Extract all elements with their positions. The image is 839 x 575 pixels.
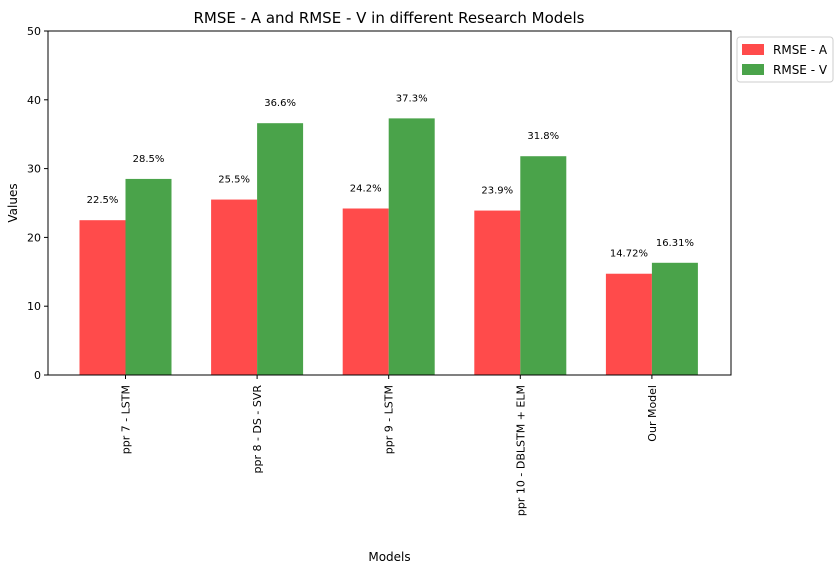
bar-rmse-v-4 [651,262,698,375]
bar-label-rmse-v-2: 37.3% [396,93,428,104]
y-tick-label-40: 40 [27,94,41,107]
y-tick-label-30: 30 [27,163,41,176]
bar-rmse-a-0 [79,220,126,375]
bar-label-rmse-a-1: 25.5% [218,175,250,186]
legend-label-0: RMSE - A [773,43,828,57]
bar-rmse-v-3 [520,156,567,375]
bar-rmse-v-0 [125,178,172,375]
bars-group [79,118,698,375]
x-tick-label-0: ppr 7 - LSTM [120,385,133,454]
x-axis-label: Models [368,550,410,564]
bar-label-rmse-a-2: 24.2% [350,184,382,195]
bar-label-rmse-v-0: 28.5% [133,154,165,165]
chart-title: RMSE - A and RMSE - V in different Resea… [193,9,584,27]
x-tick-label-4: Our Model [646,385,659,442]
bar-labels-group: 22.5% 25.5% 24.2% 23.9% 14.72% 28.5% 36.6% 37.3… [87,93,694,259]
legend-swatch-1 [742,64,764,75]
y-tick-label-50: 50 [27,25,41,38]
bar-rmse-a-3 [474,210,521,375]
x-axis: ppr 7 - LSTM ppr 8 - DS - SVR ppr 9 - LSTM… [120,375,659,516]
x-tick-label-3: ppr 10 - DBLSTM + ELM [514,385,527,516]
bar-label-rmse-a-0: 22.5% [87,195,119,206]
y-tick-label-0: 0 [34,369,41,382]
y-tick-label-10: 10 [27,300,41,313]
bar-label-rmse-v-1: 36.6% [264,98,296,109]
bar-rmse-a-2 [342,208,389,375]
y-axis: 0 10 20 30 40 50 [27,25,48,382]
x-tick-label-1: ppr 8 - DS - SVR [251,385,264,474]
bar-label-rmse-v-4: 16.31% [656,238,694,249]
legend-swatch-0 [742,44,764,55]
bar-label-rmse-a-4: 14.72% [610,249,648,260]
legend: RMSE - A RMSE - V [736,36,834,83]
bar-label-rmse-a-3: 23.9% [481,186,513,197]
bar-rmse-v-1 [257,123,304,375]
bar-rmse-a-4 [605,273,652,375]
plot-frame [47,30,732,376]
bar-rmse-a-1 [211,199,258,375]
y-axis-label: Values [6,183,20,222]
bar-label-rmse-v-3: 31.8% [527,131,559,142]
x-tick-label-2: ppr 9 - LSTM [383,385,396,454]
bar-rmse-v-2 [388,118,435,375]
y-tick-label-20: 20 [27,231,41,244]
legend-label-1: RMSE - V [773,63,828,77]
